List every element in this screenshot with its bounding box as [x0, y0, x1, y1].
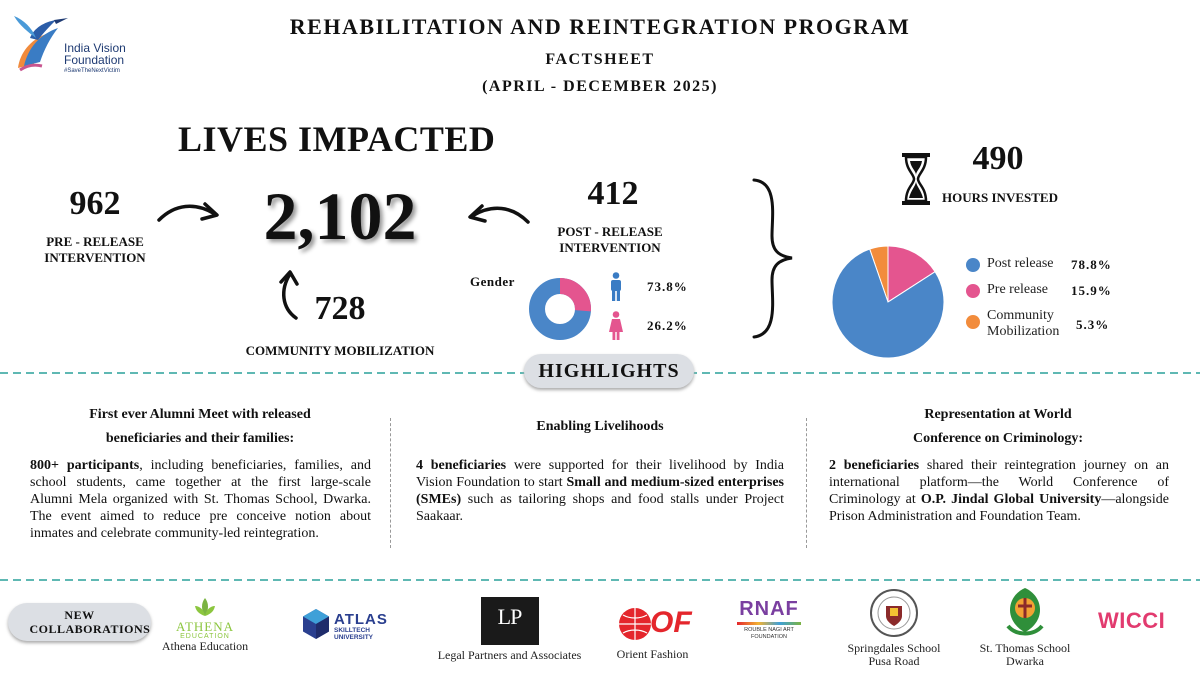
pre-release-label: PRE - RELEASE INTERVENTION	[44, 234, 146, 265]
up-arrow-icon	[279, 270, 299, 320]
legend-pre-release-label: Pre release	[987, 282, 1049, 297]
pre-release-count: 962	[69, 185, 121, 222]
page-subtitle: FACTSHEET	[545, 51, 655, 68]
lp-logo-text: LP	[497, 604, 523, 629]
highlight-2-text2: such as tailoring shops and food stalls …	[416, 492, 784, 524]
partner-wicci: WICCI	[1098, 608, 1166, 633]
pie-slice-post-release	[831, 248, 945, 359]
highlight-3-bold1: 2 beneficiaries	[829, 458, 920, 473]
lives-impacted-heading: LIVES IMPACTED	[178, 119, 496, 159]
legend-pre-release-dot	[966, 284, 980, 298]
rnaf-logo-sub: ROUBLE NAGI ART FOUNDATION	[744, 627, 794, 640]
highlight-3-text1: shared their reintegration journey on an…	[829, 458, 1170, 507]
highlight-1-heading-line2: beneficiaries and their families:	[105, 431, 295, 446]
springdales-crest-icon	[870, 589, 918, 637]
logo-tagline: #SaveTheNextVictim	[64, 68, 120, 74]
partner-athena-education: ATHENA EDUCATION Athena Education	[160, 598, 250, 653]
partner-name: Legal Partners and Associates	[437, 648, 582, 662]
gender-label: Gender	[470, 274, 515, 289]
highlight-2-body: 4 beneficiaries were supported for their…	[416, 457, 784, 525]
new-collaborations-label: NEW COLLABORATIONS	[29, 608, 151, 636]
curly-brace-icon	[752, 178, 793, 339]
partner-st-thomas-school: St. Thomas School Dwarka	[970, 586, 1080, 668]
highlight-1-bold: 800+ participants	[30, 458, 140, 473]
legend-community-label: Community Mobilization	[987, 308, 1060, 339]
rnaf-logo-text: RNAF	[733, 598, 805, 620]
atlas-logo-text: ATLAS	[334, 611, 388, 628]
female-percentage: 26.2%	[647, 318, 688, 333]
highlight-3-body: 2 beneficiaries shared their reintegrati…	[829, 457, 1169, 525]
athena-logo-sub: EDUCATION	[180, 633, 230, 640]
partner-name-line1: Springdales School	[847, 641, 941, 655]
highlight-3-heading-line1: Representation at World	[924, 407, 1072, 422]
highlight-3-bold2: O.P. Jindal Global University	[920, 492, 1102, 507]
pie-slice-pre-release	[887, 245, 936, 303]
highlight-2-bold2: Small and medium-sized enterprises (SMEs…	[416, 475, 784, 507]
highlight-2-bold1: 4 beneficiaries	[416, 458, 507, 473]
partner-rouble-nagi-foundation: RNAF ROUBLE NAGI ART FOUNDATION	[733, 598, 805, 641]
highlight-1-text: , including beneficiaries, families, and…	[30, 458, 371, 541]
atlas-hexagon-icon	[303, 609, 329, 639]
legend-community-dot	[966, 315, 980, 329]
partner-atlas-skilltech: ATLAS SKILLTECH UNIVERSITY	[302, 608, 392, 644]
legend-post-release-label: Post release	[987, 256, 1054, 271]
highlight-1-heading: First ever Alumni Meet with released ben…	[30, 403, 370, 451]
partner-name: Orient Fashion	[616, 647, 689, 661]
logo-name-line2: Foundation	[64, 53, 125, 67]
male-icon	[611, 272, 621, 301]
hours-pie-chart	[831, 245, 945, 359]
community-count: 728	[314, 290, 366, 327]
total-lives-count: 2,102	[263, 178, 417, 254]
partner-springdales-school: Springdales School Pusa Road	[840, 588, 948, 668]
atlas-logo-sub: SKILLTECH UNIVERSITY	[334, 627, 374, 641]
hours-label: HOURS INVESTED	[942, 190, 1058, 205]
lp-logo: LP	[480, 597, 539, 645]
highlight-3-heading: Representation at World Conference on Cr…	[828, 403, 1168, 451]
column-divider	[390, 418, 391, 548]
community-label: COMMUNITY MOBILIZATION	[245, 343, 435, 358]
collaborations-divider	[0, 579, 1200, 581]
hours-count: 490	[972, 140, 1024, 177]
foundation-logo: India Vision Foundation #SaveTheNextVict…	[10, 8, 150, 80]
donut-female-segment	[529, 278, 591, 340]
partner-name-line2: Dwarka	[1006, 654, 1044, 668]
orient-globe-icon	[619, 608, 651, 640]
new-collaborations-badge: NEW COLLABORATIONS	[8, 603, 151, 641]
rnaf-color-bar	[737, 622, 801, 625]
highlights-badge: HIGHLIGHTS	[524, 354, 694, 388]
hourglass-icon	[902, 153, 930, 205]
partner-orient-fashion: OF Orient Fashion	[610, 607, 695, 661]
highlight-3-heading-line2: Conference on Criminology:	[912, 431, 1084, 446]
post-release-count: 412	[587, 175, 639, 212]
st-thomas-emblem-icon	[1006, 588, 1044, 636]
logo-name-line1: India Vision	[64, 41, 126, 55]
kingfisher-bird-icon	[14, 16, 68, 72]
highlight-2-text1: were supported for their livelihood by I…	[416, 458, 785, 490]
left-arrow-icon	[468, 204, 530, 224]
athena-leaf-icon	[195, 598, 215, 616]
male-percentage: 73.8%	[647, 279, 688, 294]
partner-name-line2: Pusa Road	[868, 654, 920, 668]
legend-pre-release-value: 15.9%	[1071, 283, 1112, 298]
column-divider	[806, 418, 807, 548]
highlight-1-body: 800+ participants, including beneficiari…	[30, 457, 371, 542]
post-release-label: POST - RELEASE INTERVENTION	[557, 224, 663, 255]
highlight-2-heading: Enabling Livelihoods	[536, 419, 664, 434]
legend-post-release-value: 78.8%	[1071, 257, 1112, 272]
legend-post-release-dot	[966, 258, 980, 272]
gender-donut-chart	[529, 278, 591, 340]
orient-logo-letter: OF	[650, 606, 692, 639]
highlight-3-text2: —alongside Prison Administration and Fou…	[829, 492, 1169, 524]
legend-community-value: 5.3%	[1076, 317, 1110, 332]
partner-name: Athena Education	[161, 639, 249, 653]
right-arrow-icon	[157, 202, 219, 222]
highlight-1-heading-line1: First ever Alumni Meet with released	[89, 407, 311, 422]
report-period: (APRIL - DECEMBER 2025)	[482, 78, 718, 95]
rnaf-logo-letters: RNAF	[739, 598, 799, 620]
partner-name-line1: St. Thomas School	[979, 641, 1071, 655]
page-title: REHABILITATION AND REINTEGRATION PROGRAM	[289, 14, 911, 39]
athena-logo-text: ATHENA	[176, 619, 234, 634]
partner-legal-partners: LP Legal Partners and Associates	[432, 597, 587, 662]
female-icon	[609, 311, 623, 340]
